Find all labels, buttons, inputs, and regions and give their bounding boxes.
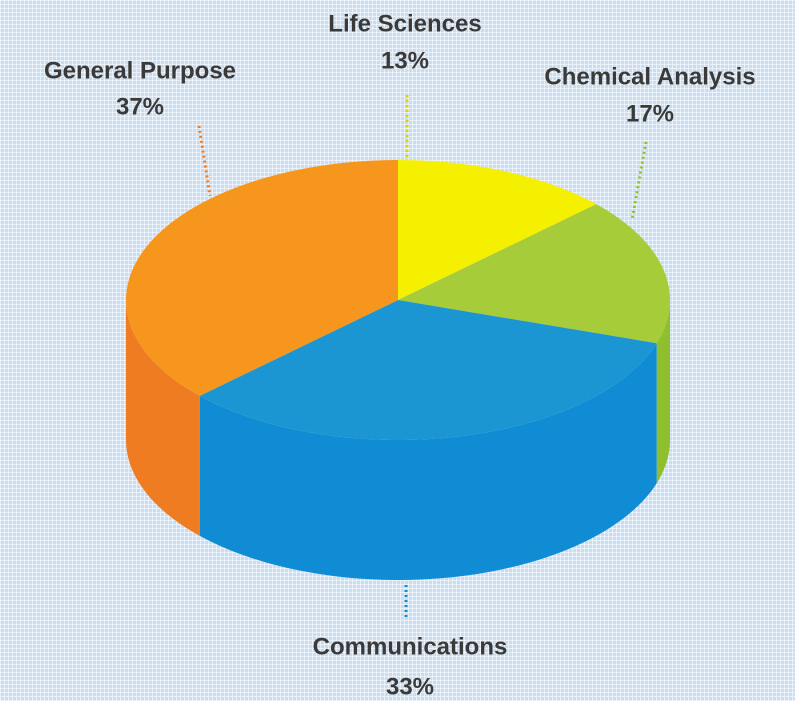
slice: [199, 300, 657, 440]
value-label: 33%: [386, 673, 434, 700]
value-label: 37%: [116, 93, 164, 120]
leader-line: [630, 141, 648, 221]
slice-label: Life Sciences: [328, 10, 481, 37]
slice: [398, 204, 670, 344]
slice: [126, 160, 398, 396]
slice-label: Chemical Analysis: [544, 63, 755, 90]
slice-label: Communications: [313, 633, 508, 660]
slice: [398, 160, 597, 300]
value-label: 17%: [626, 100, 674, 127]
slice-side: [126, 300, 200, 536]
slice-label: General Purpose: [44, 57, 236, 84]
leader-line: [197, 125, 212, 197]
slice-side: [199, 343, 657, 580]
value-label: 13%: [381, 47, 429, 74]
slice-side: [656, 300, 670, 484]
